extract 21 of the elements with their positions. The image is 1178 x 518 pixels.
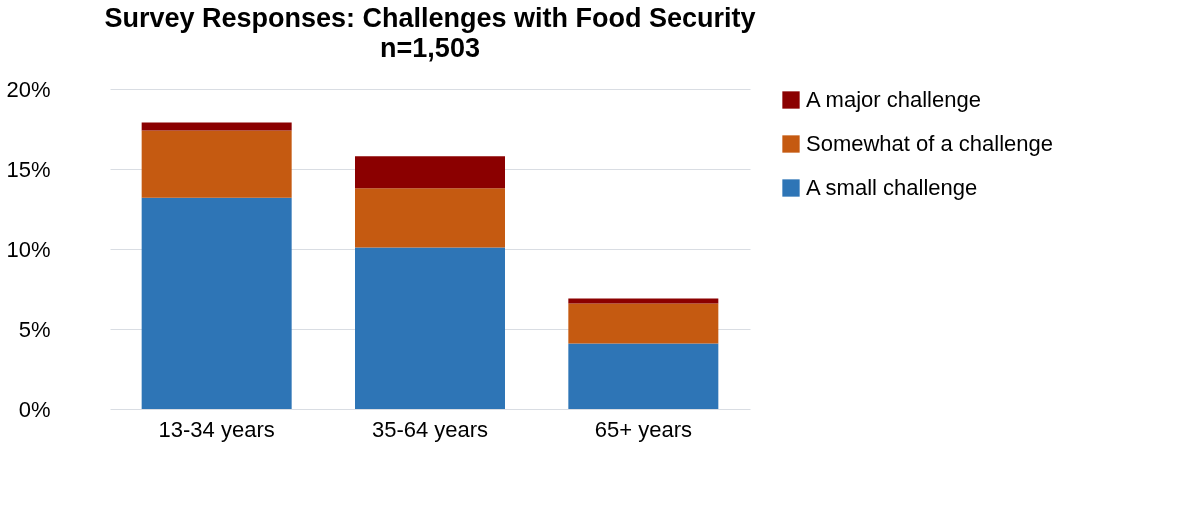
legend-label: Somewhat of a challenge — [806, 131, 1054, 156]
y-tick-label: 5% — [18, 316, 51, 342]
x-tick-label: 65+ years — [594, 416, 692, 442]
bar — [141, 130, 292, 198]
legend-label: A small challenge — [806, 175, 978, 200]
y-tick-label: 20% — [6, 76, 51, 102]
legend-label: A major challenge — [806, 87, 981, 112]
y-tick-label: 0% — [18, 396, 51, 422]
bar — [568, 303, 719, 344]
bar — [355, 156, 505, 189]
chart-subtitle: n=1,503 — [380, 33, 480, 63]
y-tick-label: 10% — [6, 236, 51, 262]
bar — [141, 122, 292, 131]
x-tick-label: 13-34 years — [158, 416, 275, 442]
chart-title: Survey Responses: Challenges with Food Security — [104, 3, 756, 33]
bar — [355, 188, 505, 248]
bar — [141, 197, 292, 409]
bar — [568, 343, 719, 409]
x-tick-label: 35-64 years — [371, 416, 489, 442]
y-tick-label: 15% — [6, 156, 51, 182]
bar — [355, 247, 505, 409]
